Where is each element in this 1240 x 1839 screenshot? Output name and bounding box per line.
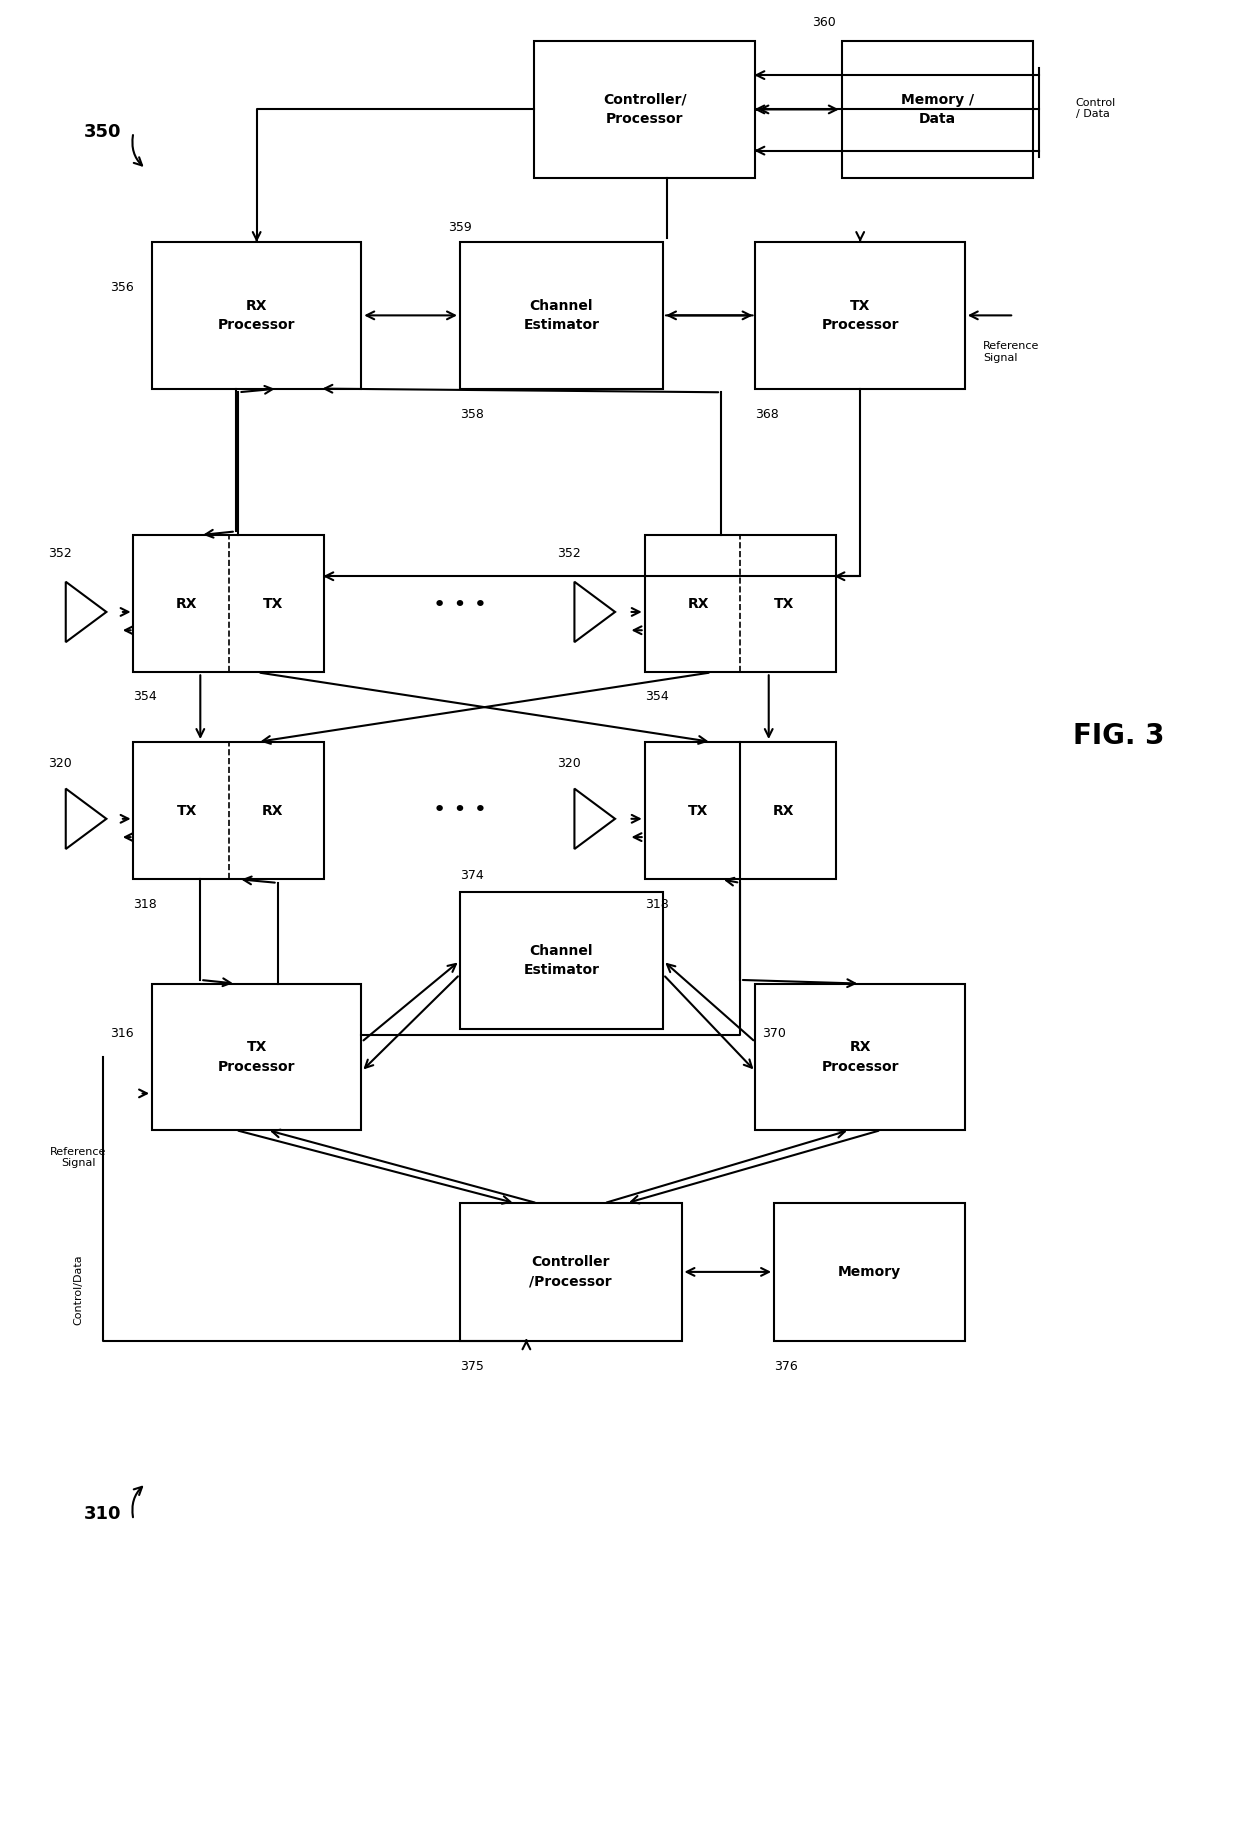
Text: 320: 320 <box>48 758 72 771</box>
Text: 350: 350 <box>84 123 122 142</box>
Text: 320: 320 <box>557 758 580 771</box>
Text: Control
/ Data: Control / Data <box>1076 97 1116 120</box>
Text: Channel
Estimator: Channel Estimator <box>523 943 599 978</box>
Text: Memory /
Data: Memory / Data <box>900 92 973 127</box>
Text: Reference
Signal: Reference Signal <box>50 1148 107 1168</box>
Text: RX: RX <box>687 596 709 611</box>
FancyBboxPatch shape <box>645 535 836 673</box>
Text: RX: RX <box>262 804 284 818</box>
FancyBboxPatch shape <box>645 741 836 879</box>
Text: 318: 318 <box>134 899 157 912</box>
FancyBboxPatch shape <box>460 243 663 388</box>
Text: Control/Data: Control/Data <box>73 1254 83 1324</box>
Text: 354: 354 <box>645 690 668 702</box>
FancyBboxPatch shape <box>134 741 325 879</box>
Text: RX
Processor: RX Processor <box>821 1041 899 1074</box>
Text: Controller
/Processor: Controller /Processor <box>529 1256 613 1289</box>
Text: 359: 359 <box>449 221 472 234</box>
FancyBboxPatch shape <box>842 40 1033 178</box>
Text: RX: RX <box>176 596 197 611</box>
Text: TX
Processor: TX Processor <box>218 1041 295 1074</box>
Text: 318: 318 <box>645 899 668 912</box>
Text: 352: 352 <box>557 546 580 559</box>
Text: • • •: • • • <box>433 800 487 820</box>
FancyBboxPatch shape <box>533 40 755 178</box>
Text: TX: TX <box>263 596 283 611</box>
FancyBboxPatch shape <box>153 243 361 388</box>
Text: 310: 310 <box>84 1506 122 1523</box>
FancyBboxPatch shape <box>755 984 965 1129</box>
Text: 360: 360 <box>812 17 836 29</box>
Text: Channel
Estimator: Channel Estimator <box>523 298 599 333</box>
Text: Memory: Memory <box>838 1265 901 1278</box>
Text: 376: 376 <box>774 1359 797 1372</box>
Text: 370: 370 <box>761 1026 785 1039</box>
Text: 374: 374 <box>460 870 484 883</box>
Text: 375: 375 <box>460 1359 484 1372</box>
FancyBboxPatch shape <box>134 535 325 673</box>
FancyBboxPatch shape <box>755 243 965 388</box>
Text: 352: 352 <box>48 546 72 559</box>
FancyBboxPatch shape <box>460 892 663 1030</box>
Text: TX: TX <box>177 804 197 818</box>
Text: 354: 354 <box>134 690 157 702</box>
FancyBboxPatch shape <box>774 1203 965 1341</box>
FancyBboxPatch shape <box>153 984 361 1129</box>
FancyBboxPatch shape <box>460 1203 682 1341</box>
Text: Reference
Signal: Reference Signal <box>983 342 1039 362</box>
Text: FIG. 3: FIG. 3 <box>1073 723 1164 750</box>
Text: TX
Processor: TX Processor <box>821 298 899 333</box>
Text: RX: RX <box>774 804 795 818</box>
Text: 368: 368 <box>755 408 779 421</box>
Text: TX: TX <box>774 596 794 611</box>
Text: Controller/
Processor: Controller/ Processor <box>603 92 687 127</box>
Text: 358: 358 <box>460 408 484 421</box>
Text: 316: 316 <box>110 1026 134 1039</box>
Text: RX
Processor: RX Processor <box>218 298 295 333</box>
Text: 356: 356 <box>110 281 134 294</box>
Text: • • •: • • • <box>433 594 487 614</box>
Text: TX: TX <box>688 804 708 818</box>
